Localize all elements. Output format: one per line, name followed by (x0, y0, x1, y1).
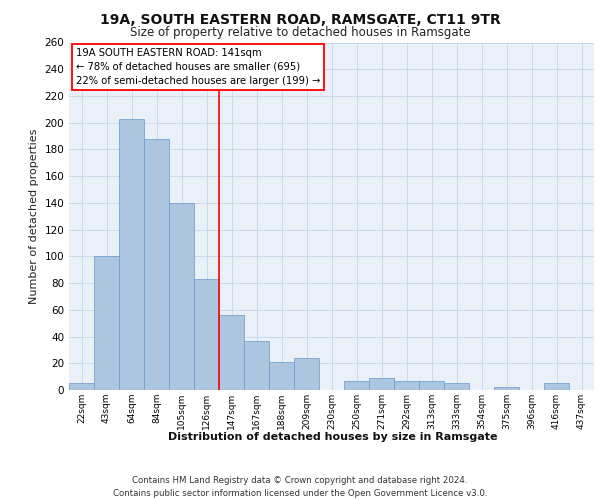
Text: Distribution of detached houses by size in Ramsgate: Distribution of detached houses by size … (168, 432, 498, 442)
Bar (369, 378, 394, 390)
Bar (419, 380, 444, 390)
Bar (119, 118, 144, 390)
Bar (494, 388, 519, 390)
Bar (294, 358, 319, 390)
Text: Size of property relative to detached houses in Ramsgate: Size of property relative to detached ho… (130, 26, 470, 39)
Bar (94, 256, 119, 390)
Text: 19A SOUTH EASTERN ROAD: 141sqm
← 78% of detached houses are smaller (695)
22% of: 19A SOUTH EASTERN ROAD: 141sqm ← 78% of … (76, 48, 320, 86)
Bar (344, 380, 369, 390)
Y-axis label: Number of detached properties: Number of detached properties (29, 128, 39, 304)
Text: 19A, SOUTH EASTERN ROAD, RAMSGATE, CT11 9TR: 19A, SOUTH EASTERN ROAD, RAMSGATE, CT11 … (100, 12, 500, 26)
Bar (194, 279, 219, 390)
Bar (394, 380, 419, 390)
Bar (444, 384, 469, 390)
Bar (544, 384, 569, 390)
Bar (219, 315, 244, 390)
Bar (169, 203, 194, 390)
Bar (144, 138, 169, 390)
Bar (244, 340, 269, 390)
Text: Contains HM Land Registry data © Crown copyright and database right 2024.
Contai: Contains HM Land Registry data © Crown c… (113, 476, 487, 498)
Bar (69, 384, 94, 390)
Bar (269, 362, 294, 390)
